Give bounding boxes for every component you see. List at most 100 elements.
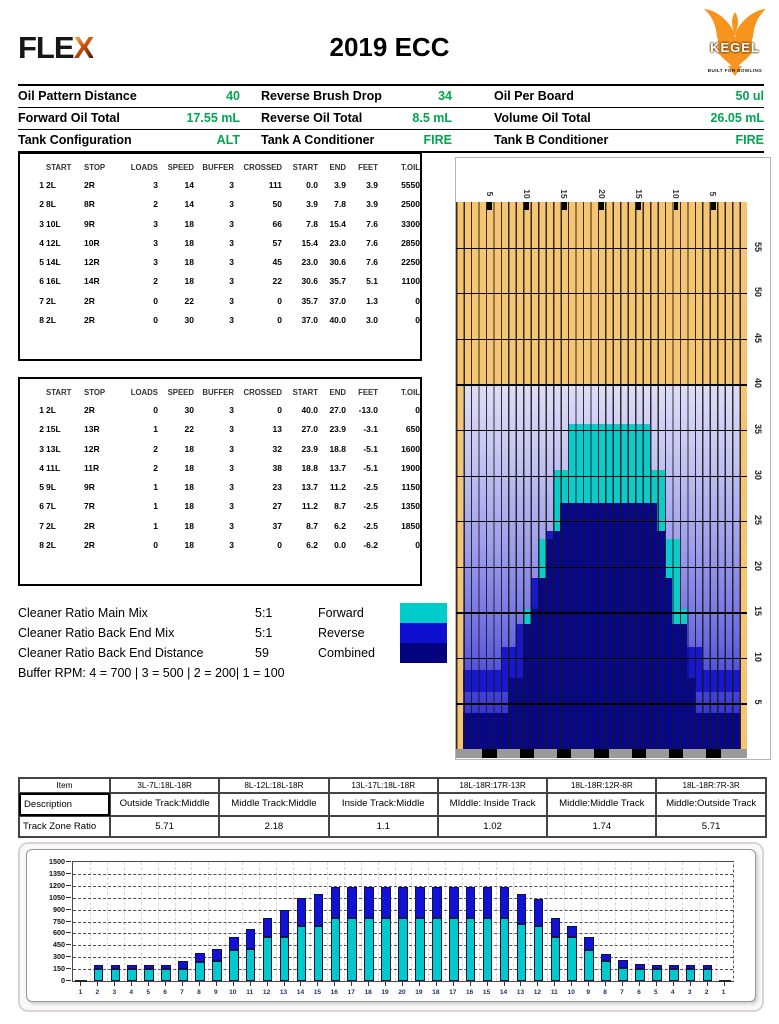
y-axis-tick-label: 900 [53,904,65,914]
cleaner-ratio-label: Cleaner Ratio Main Mix [18,606,148,620]
buffer-rpm-note: Buffer RPM: 4 = 700 | 3 = 500 | 2 = 200|… [18,666,285,680]
summary-description-row: Description Outside Track:Middle Middle Tr… [19,793,766,816]
column-header: CROSSED [243,163,282,172]
reverse-loads-table: START STOP LOADS SPEED BUFFER CROSSED START END… [18,377,422,586]
x-axis-tick [215,982,217,986]
bar-segment-forward [533,925,544,981]
info-row: Tank Configuration ALT Tank A Conditioner F… [18,130,764,151]
bar-segment-forward [262,937,273,981]
table-cell: 2R [84,315,95,326]
bar-segment-forward [381,917,391,981]
table-cell: 40.0 [301,405,318,415]
stacked-bar [296,897,307,981]
table-cell: 3 [229,462,234,473]
bar-segment-forward [635,969,645,981]
stacked-bar [364,886,374,981]
x-axis-tick [655,982,657,986]
table-cell: 13 [272,424,282,435]
ruler-marker [519,749,534,758]
oil-zone-reverse [694,677,740,693]
bar-segment-reverse [178,961,188,970]
table-cell: 0 [153,540,158,551]
table-cell: 0 [415,405,420,415]
table-cell: 12L [46,237,61,248]
table-cell: 1150 [401,482,420,493]
info-label: Volume Oil Total [494,111,591,125]
column-header: FEET [358,388,378,397]
x-axis-tick [402,982,403,986]
table-cell: 13R [84,424,100,435]
table-cell: 7.8 [334,199,346,210]
table-cell: 23.0 [329,237,346,248]
board-number-label: 10 [671,189,682,199]
info-value: 17.55 mL [186,111,240,125]
summary-description-cell: Outside Track:Middle [110,793,220,816]
bar-segment-reverse [110,965,121,970]
bar-segment-forward [144,969,154,981]
table-cell: -2.5 [363,520,378,531]
summary-item-cell: 8L-12L:18L-18R [219,778,329,793]
table-cell: 2 [153,443,158,454]
table-cell: 12R [84,443,100,454]
x-axis-tick-label: 13 [279,989,288,996]
table-cell: 3 [229,180,234,190]
table-cell: 3 [229,501,234,512]
table-cell: -13.0 [358,405,378,415]
table-cell: 7.6 [366,257,378,268]
stacked-bar [567,926,577,981]
stacked-bar [415,886,425,981]
bar-segment-reverse [212,949,222,962]
oil-zone-forward [664,539,680,578]
table-cell: 38 [272,462,282,473]
info-cell: Volume Oil Total 26.05 mL [470,108,764,129]
table-cell: 14 [184,199,194,210]
table-cell: 8R [84,199,95,210]
table-cell: 2L [46,180,56,190]
table-cell: 8 [39,315,44,326]
table-cell: 18 [184,257,194,268]
bar-segment-forward [296,925,307,981]
x-axis-tick-label: 4 [129,989,134,996]
oil-zone-forward [672,577,680,609]
bar-segment-reverse [635,964,645,970]
info-cell: Oil Per Board 50 ul [470,86,764,107]
bar-segment-forward [212,961,222,981]
x-axis-tick [317,982,319,986]
x-axis-tick [554,982,556,986]
bar-segment-forward [245,949,256,981]
x-axis-tick [368,982,370,986]
info-label: Oil Pattern Distance [18,89,137,103]
table-cell: 15.4 [301,237,318,248]
bar-segment-forward [161,969,171,981]
table-cell: 3 [229,199,234,210]
table-cell: 9R [84,482,95,493]
stacked-bar [533,898,544,981]
table-cell: 3 [229,405,234,415]
table-cell: 23 [272,482,282,493]
table-cell: 3 [153,218,158,229]
distance-gridline [456,429,747,432]
info-cell: Oil Pattern Distance 40 [18,86,240,107]
table-cell: 5.1 [366,276,378,287]
summary-ratio-cell: 1.1 [328,816,438,837]
bar-segment-reverse [669,965,679,970]
summary-item-cell: 18L-18R:7R-3R [656,778,766,793]
table-cell: 11.2 [329,482,346,493]
table-cell: 27.0 [329,405,346,415]
x-axis-tick [723,982,725,986]
table-cell: 2R [84,520,95,531]
x-axis-tick [706,982,708,986]
table-cell: 1 [39,405,44,415]
x-axis-tick-label: 18 [364,989,372,996]
table-cell: 2500 [401,199,420,210]
x-axis-tick [469,982,471,986]
column-header: T.OIL [400,388,420,397]
board-number-label: 15 [559,189,570,199]
y-axis-tick-label: 300 [53,952,65,962]
x-axis-tick-label: 12 [533,989,542,996]
ruler-marker [669,749,684,758]
bar-segment-forward [178,969,188,981]
bar-segment-reverse [533,898,544,926]
y-axis-tick-label: 150 [53,964,65,974]
y-axis-tick [66,872,71,874]
